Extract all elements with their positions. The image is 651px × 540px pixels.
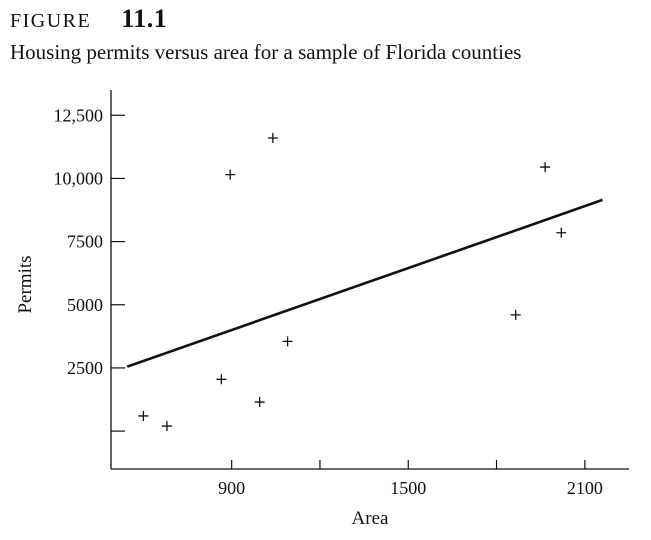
y-tick-label: 2500 [67,358,103,378]
y-tick-label: 12,500 [54,105,104,125]
figure-caption: Housing permits versus area for a sample… [10,40,522,64]
data-point [267,133,278,144]
data-point [138,410,149,421]
data-point [216,374,227,385]
x-tick-label: 1500 [390,478,426,498]
x-tick-label: 900 [218,478,245,498]
y-tick-label: 10,000 [54,168,104,188]
figure-number: 11.1 [121,4,168,33]
y-tick-label: 7500 [67,232,103,252]
data-point [556,227,567,238]
data-point [161,421,172,432]
figure-label: FIGURE [10,10,92,32]
trend-line [126,198,603,368]
data-point [225,169,236,180]
y-tick-label: 5000 [67,295,103,315]
data-point [540,162,551,173]
data-point [282,336,293,347]
x-tick-label: 2100 [567,478,603,498]
figure-header: FIGURE 11.1 [10,4,167,38]
y-axis-label: Permits [15,255,36,313]
data-point [254,397,265,408]
x-axis-label: Area [352,508,389,529]
data-point [510,309,521,320]
